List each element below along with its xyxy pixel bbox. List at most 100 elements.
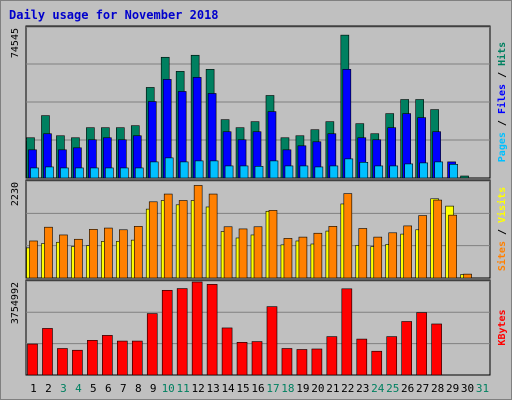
bar-kbytes-day-17 bbox=[266, 306, 278, 376]
bar-kbytes-day-14 bbox=[221, 327, 233, 376]
bar-pages-day-16 bbox=[254, 166, 264, 179]
bar-kbytes-day-15 bbox=[236, 342, 248, 376]
bar-pages-day-9 bbox=[149, 161, 159, 179]
axis-label-part-hits-files-pages-0: Pages bbox=[497, 132, 508, 162]
day-label-18: 18 bbox=[281, 382, 294, 395]
day-axis: 1 2 3 4 5 6 7 8 9 10 11 12 13 14 15 16 17 18 19 20 21 22 23 24 2… bbox=[30, 382, 489, 395]
day-label-11: 11 bbox=[177, 382, 190, 395]
axis-label-hits-files-pages: Pages / Files / Hits bbox=[496, 42, 508, 162]
bar-pages-day-6 bbox=[105, 167, 114, 179]
bar-sites-day-19 bbox=[298, 236, 308, 279]
bar-sites-day-25 bbox=[388, 232, 398, 279]
chart-title: Daily usage for November 2018 bbox=[9, 8, 219, 22]
bar-sites-day-29 bbox=[448, 214, 457, 279]
axis-label-part-visits-sites-1: / bbox=[497, 223, 508, 241]
bar-pages-day-20 bbox=[314, 166, 324, 179]
axis-label-part-hits-files-pages-4: Hits bbox=[496, 42, 508, 66]
day-label-7: 7 bbox=[120, 382, 127, 395]
axis-label-part-visits-sites-0: Sites bbox=[496, 241, 508, 271]
bar-sites-day-17 bbox=[268, 210, 278, 279]
bar-kbytes-day-12 bbox=[191, 281, 203, 376]
bar-pages-day-27 bbox=[419, 162, 428, 179]
bar-sites-day-3 bbox=[59, 234, 68, 279]
panel-visits-sites: 2230 Sites / Visits bbox=[10, 179, 508, 279]
bar-kbytes-day-26 bbox=[401, 321, 412, 376]
bar-pages-day-12 bbox=[194, 160, 204, 179]
ytick-label-visits-sites: 2230 bbox=[10, 182, 21, 206]
bar-pages-day-18 bbox=[284, 165, 294, 179]
bar-pages-day-21 bbox=[329, 165, 339, 179]
day-label-16: 16 bbox=[251, 382, 264, 395]
bar-pages-day-24 bbox=[374, 165, 384, 179]
axis-label-part-hits-files-pages-1: / bbox=[497, 114, 508, 132]
bar-kbytes-day-27 bbox=[416, 312, 427, 376]
bar-sites-day-26 bbox=[403, 225, 412, 279]
bar-pages-day-13 bbox=[209, 160, 219, 179]
bar-pages-day-19 bbox=[299, 165, 309, 179]
bar-sites-day-5 bbox=[89, 229, 98, 279]
bar-sites-day-23 bbox=[358, 228, 368, 279]
bar-sites-day-8 bbox=[133, 226, 143, 279]
bar-kbytes-day-1 bbox=[27, 343, 38, 376]
day-label-15: 15 bbox=[236, 382, 249, 395]
day-label-19: 19 bbox=[296, 382, 309, 395]
day-label-5: 5 bbox=[90, 382, 97, 395]
bar-kbytes-day-9 bbox=[146, 313, 158, 376]
chart-panels: 74545 Pages / Files / Hits 2230 Sites / Vis… bbox=[10, 25, 508, 376]
day-label-30: 30 bbox=[461, 382, 474, 395]
bar-pages-day-25 bbox=[389, 165, 399, 179]
day-label-12: 12 bbox=[192, 382, 205, 395]
bar-pages-day-7 bbox=[120, 167, 129, 179]
bar-pages-day-17 bbox=[269, 160, 279, 179]
bar-sites-day-27 bbox=[418, 215, 427, 279]
bar-kbytes-day-20 bbox=[311, 348, 323, 376]
day-label-13: 13 bbox=[206, 382, 219, 395]
bar-kbytes-day-16 bbox=[251, 341, 263, 376]
bar-sites-day-7 bbox=[119, 229, 128, 279]
day-label-21: 21 bbox=[326, 382, 339, 395]
bar-kbytes-day-7 bbox=[117, 340, 128, 376]
day-label-17: 17 bbox=[266, 382, 279, 395]
day-label-26: 26 bbox=[401, 382, 414, 395]
day-label-31: 31 bbox=[476, 382, 489, 395]
axis-label-part-hits-files-pages-3: / bbox=[497, 66, 508, 84]
day-label-28: 28 bbox=[431, 382, 444, 395]
bar-sites-day-30 bbox=[463, 273, 472, 279]
bar-sites-day-6 bbox=[104, 227, 113, 279]
day-label-8: 8 bbox=[135, 382, 142, 395]
bar-pages-day-15 bbox=[239, 165, 249, 179]
bar-kbytes-day-25 bbox=[386, 336, 398, 376]
bar-kbytes-day-18 bbox=[281, 348, 293, 376]
day-label-4: 4 bbox=[75, 382, 82, 395]
bar-sites-day-16 bbox=[253, 226, 263, 279]
bar-sites-day-4 bbox=[74, 238, 83, 279]
bar-sites-day-9 bbox=[148, 201, 158, 279]
ytick-label-kbytes: 3754992 bbox=[10, 282, 21, 324]
bar-sites-day-1 bbox=[29, 240, 38, 279]
axis-label-part-kbytes-0: KBytes bbox=[497, 309, 508, 345]
bar-sites-day-22 bbox=[343, 193, 353, 279]
bar-sites-day-24 bbox=[373, 236, 383, 279]
bar-kbytes-day-3 bbox=[57, 348, 68, 376]
bar-kbytes-day-4 bbox=[72, 349, 83, 376]
ytick-label-hits-files-pages: 74545 bbox=[10, 28, 21, 58]
panel-kbytes: 3754992 KBytes bbox=[10, 279, 508, 376]
bar-pages-day-11 bbox=[179, 161, 189, 179]
bar-pages-day-4 bbox=[75, 167, 84, 179]
day-label-1: 1 bbox=[30, 382, 37, 395]
bar-sites-day-11 bbox=[178, 200, 188, 279]
bar-kbytes-day-24 bbox=[371, 350, 383, 376]
day-label-2: 2 bbox=[45, 382, 52, 395]
axis-label-part-hits-files-pages-2: Files bbox=[496, 84, 508, 114]
day-label-10: 10 bbox=[162, 382, 175, 395]
bar-kbytes-day-23 bbox=[356, 338, 368, 376]
bar-pages-day-14 bbox=[224, 165, 234, 179]
bar-pages-day-8 bbox=[134, 167, 144, 179]
day-label-3: 3 bbox=[60, 382, 67, 395]
bar-sites-day-10 bbox=[163, 193, 173, 279]
bar-sites-day-2 bbox=[44, 226, 53, 279]
bar-sites-day-20 bbox=[313, 232, 323, 279]
bar-pages-day-26 bbox=[404, 163, 413, 179]
day-label-29: 29 bbox=[446, 382, 459, 395]
panel-hits-files-pages: 74545 Pages / Files / Hits bbox=[10, 25, 508, 179]
